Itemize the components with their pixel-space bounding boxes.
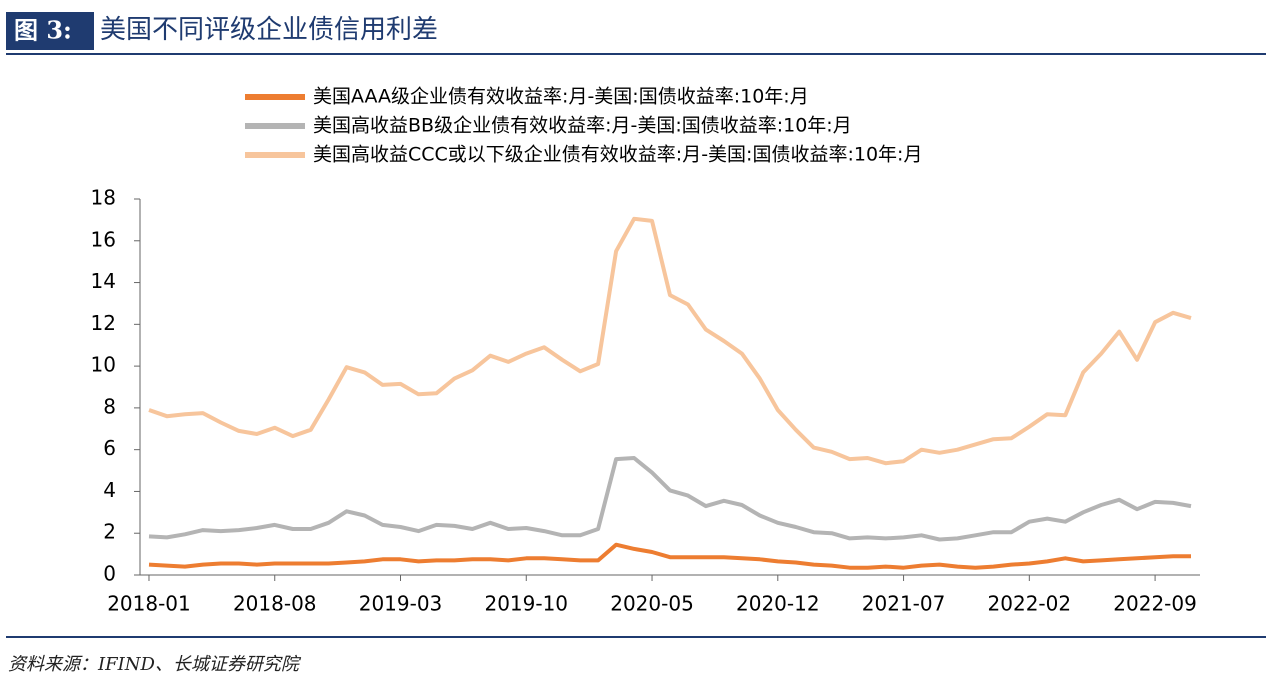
x-tick-label: 2021-07	[862, 592, 946, 616]
y-tick-label: 2	[103, 520, 116, 544]
series-line	[148, 456, 1192, 542]
y-tick-label: 8	[103, 394, 116, 418]
x-tick-label: 2019-10	[484, 592, 568, 616]
y-tick-label: 16	[91, 227, 116, 251]
figure-label-box	[6, 12, 94, 50]
x-tick-label: 2020-12	[736, 592, 820, 616]
x-tick-label: 2020-05	[610, 592, 694, 616]
legend-label: 美国AAA级企业债有效收益率:月-美国:国债收益率:10年:月	[313, 86, 809, 108]
y-tick-label: 12	[91, 311, 116, 335]
y-tick-label: 0	[103, 562, 116, 586]
y-tick-label: 6	[103, 436, 116, 460]
legend-label: 美国高收益BB级企业债有效收益率:月-美国:国债收益率:10年:月	[313, 115, 852, 137]
y-tick-label: 10	[91, 353, 116, 377]
x-tick-label: 2019-03	[359, 592, 443, 616]
figure-label: 图 3:	[14, 16, 72, 45]
series-line	[148, 542, 1191, 570]
legend-label: 美国高收益CCC或以下级企业债有效收益率:月-美国:国债收益率:10年:月	[313, 144, 922, 166]
x-tick-label: 2022-09	[1113, 592, 1197, 616]
x-tick-label: 2018-01	[107, 592, 191, 616]
x-tick-label: 2018-08	[233, 592, 317, 616]
chart-title: 美国不同评级企业债信用利差	[100, 15, 438, 45]
x-tick-label: 2022-02	[988, 592, 1072, 616]
y-tick-label: 18	[91, 186, 116, 210]
series-line	[148, 216, 1192, 466]
y-tick-label: 4	[103, 478, 116, 502]
source-note: 资料来源：IFIND、长城证券研究院	[8, 654, 302, 675]
y-tick-label: 14	[91, 269, 116, 293]
